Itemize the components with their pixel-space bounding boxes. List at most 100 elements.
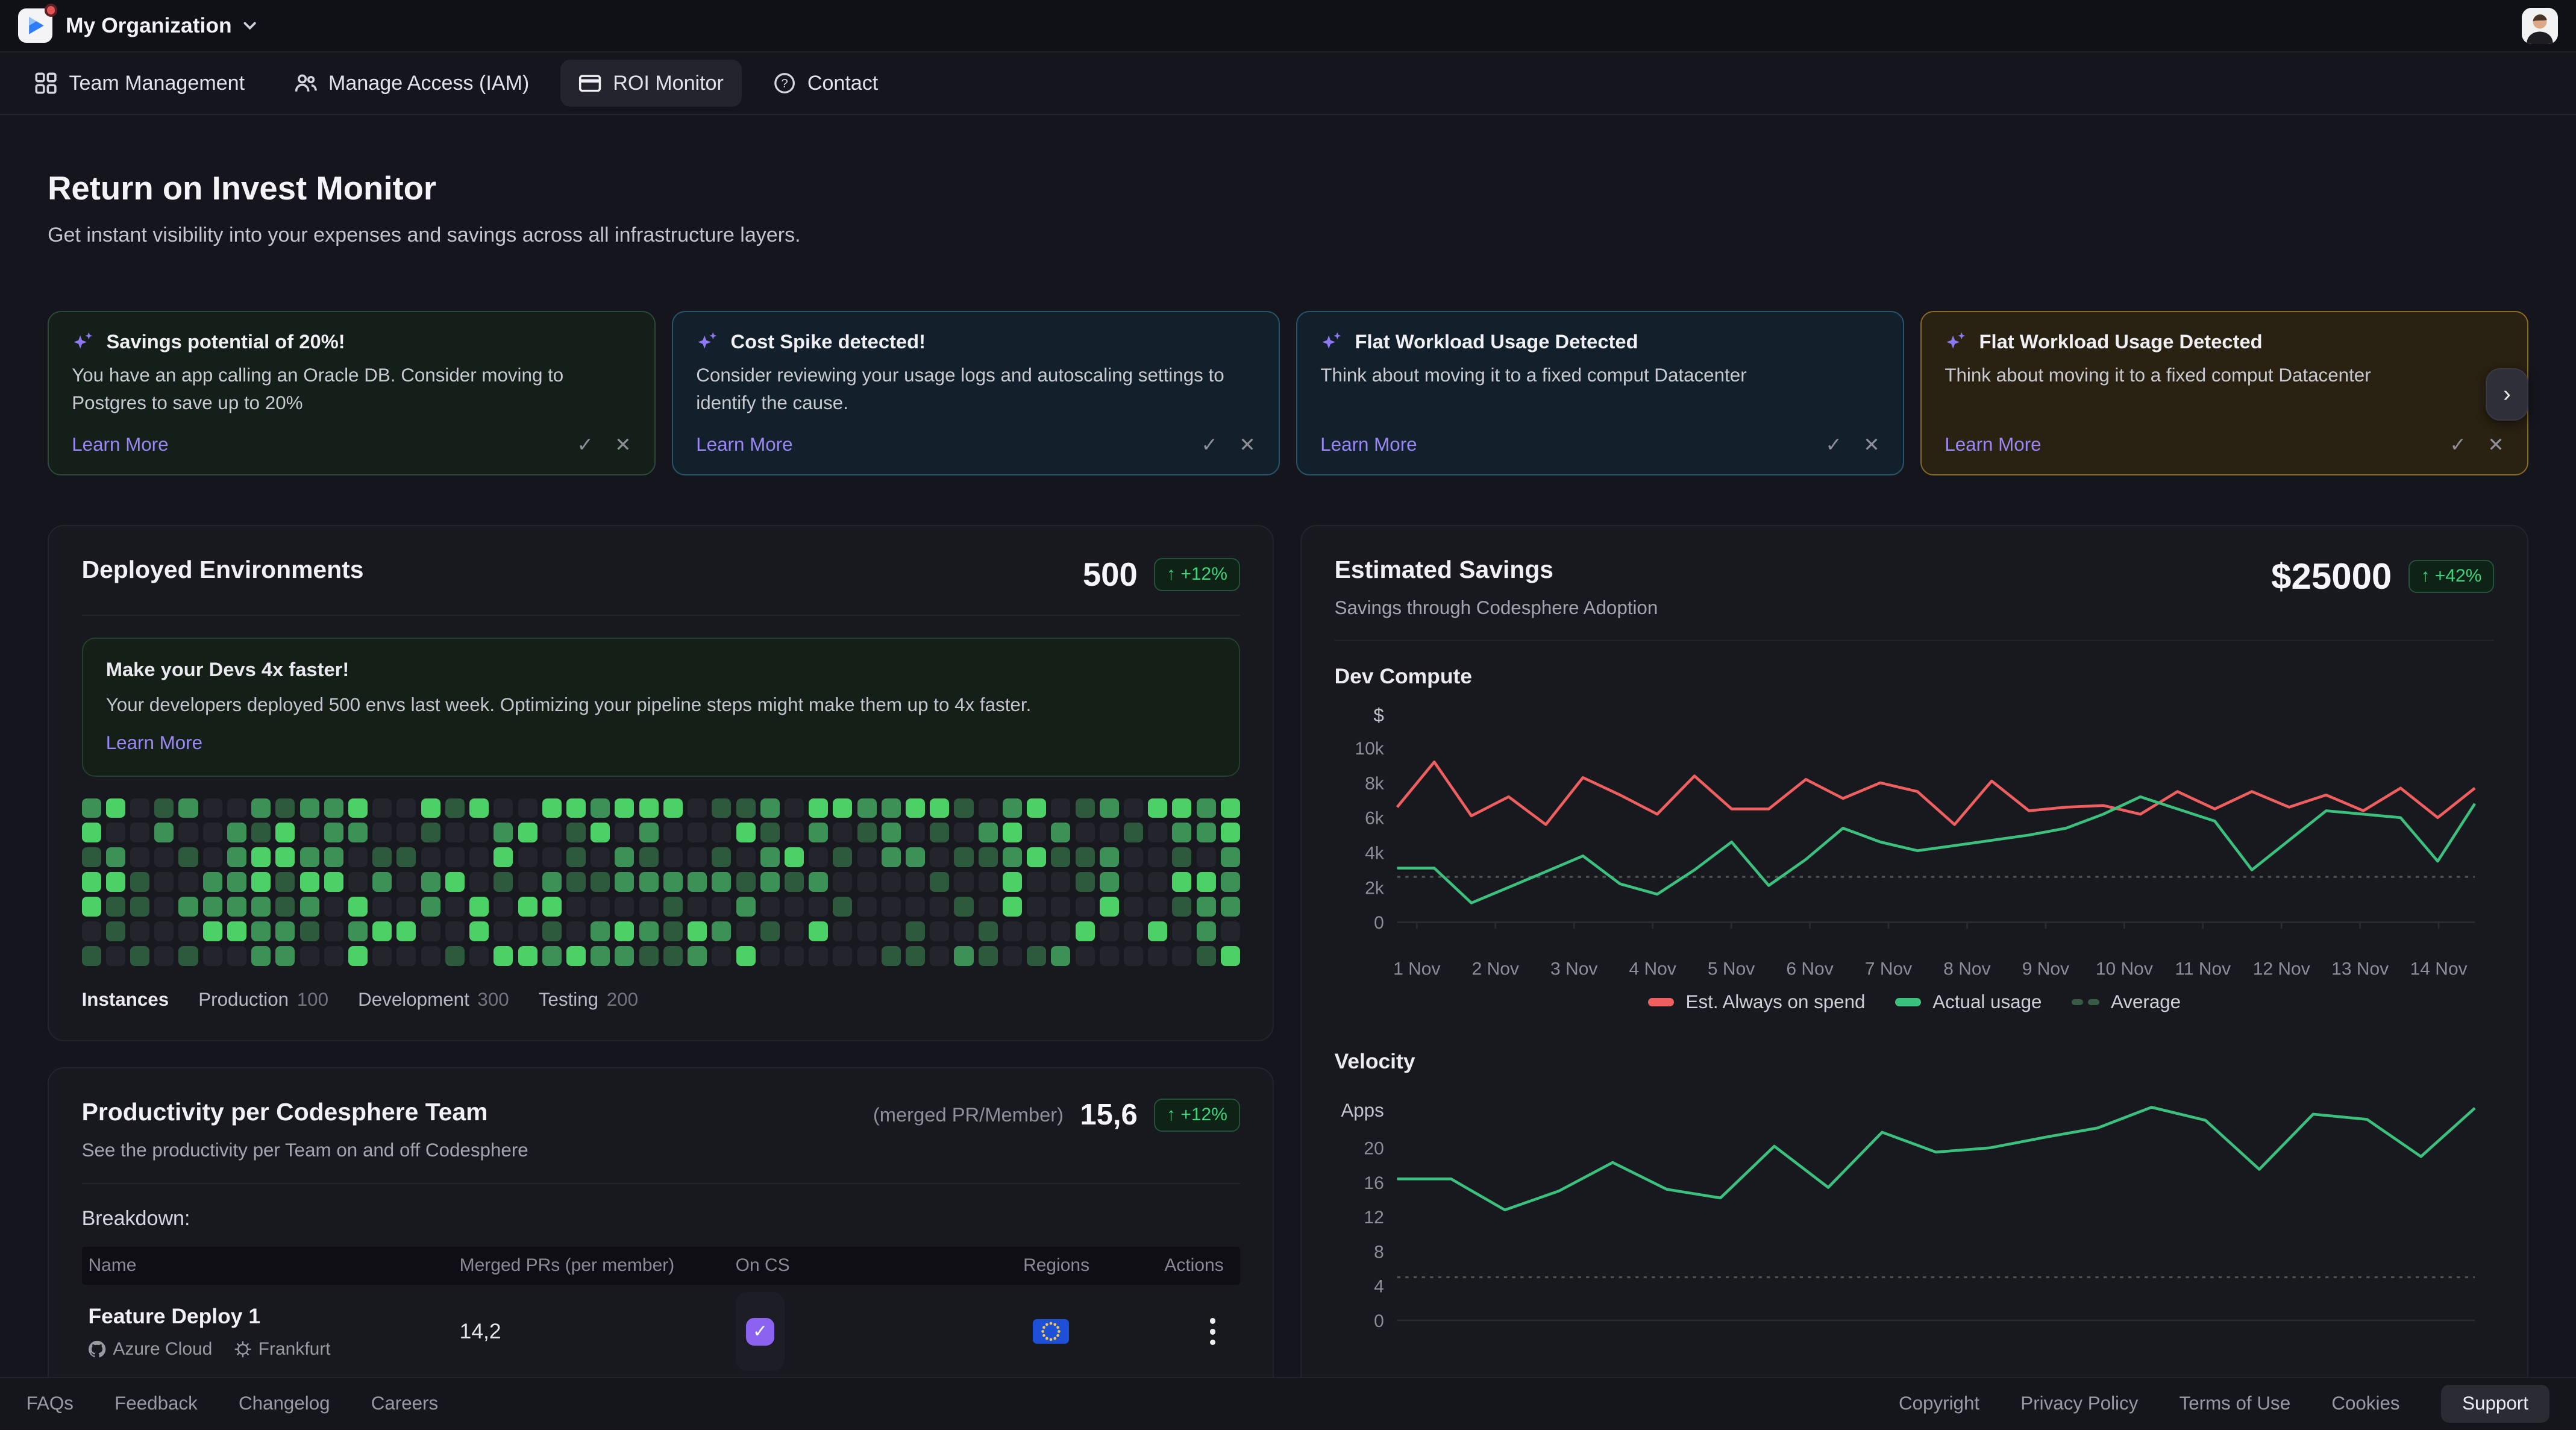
col-regions: Regions	[1023, 1255, 1132, 1276]
heatmap-cell	[324, 946, 343, 966]
heatmap-cell	[930, 897, 949, 917]
alert-title: Cost Spike detected!	[730, 330, 925, 353]
heatmap-cell	[857, 946, 877, 966]
heatmap-cell	[1003, 946, 1022, 966]
footer-link-feedback[interactable]: Feedback	[114, 1393, 198, 1414]
footer-link-terms[interactable]: Terms of Use	[2180, 1393, 2291, 1414]
dev-compute-legend: Est. Always on spend Actual usage Averag…	[1335, 991, 2495, 1013]
heatmap-cell	[178, 872, 198, 892]
alerts-next-button[interactable]: ›	[2486, 368, 2528, 421]
green-line-swatch	[1895, 998, 1922, 1006]
svg-text:4: 4	[1374, 1276, 1384, 1296]
row-actions-menu[interactable]	[1205, 1313, 1220, 1350]
heatmap-cell	[469, 823, 489, 842]
heatmap-cell	[203, 897, 222, 917]
heatmap-cell	[300, 872, 319, 892]
footer: FAQs Feedback Changelog Careers Copyrigh…	[0, 1377, 2576, 1429]
heatmap-cell	[1221, 946, 1240, 966]
heatmap-cell	[469, 921, 489, 941]
heatmap-cell	[1076, 946, 1095, 966]
footer-link-privacy[interactable]: Privacy Policy	[2020, 1393, 2138, 1414]
heatmap-cell	[1051, 872, 1070, 892]
heatmap-cell	[275, 921, 295, 941]
tab-roi-monitor[interactable]: ROI Monitor	[560, 60, 742, 106]
dismiss-icon[interactable]: ✕	[615, 433, 631, 456]
tab-team-management[interactable]: Team Management	[16, 60, 263, 106]
dismiss-icon[interactable]: ✕	[1239, 433, 1255, 456]
heatmap-cell	[154, 921, 174, 941]
heatmap-cell	[785, 921, 804, 941]
heatmap-cell	[251, 823, 271, 842]
learn-more-link[interactable]: Learn More	[1320, 434, 1417, 456]
svg-text:4k: 4k	[1365, 844, 1385, 864]
heatmap-cell	[203, 823, 222, 842]
table-row[interactable]: Feature Deploy 1 Azure Cloud	[82, 1285, 1240, 1380]
heatmap-cell	[1124, 897, 1143, 917]
dismiss-icon[interactable]: ✕	[2487, 433, 2504, 456]
heatmap-cell	[566, 897, 586, 917]
legend-item-testing: Testing200	[539, 989, 638, 1011]
heatmap-cell	[1148, 823, 1167, 842]
heatmap-cell	[1197, 823, 1216, 842]
heatmap-cell	[154, 946, 174, 966]
legend-item-production: Production100	[198, 989, 328, 1011]
heatmap-cell	[542, 946, 562, 966]
accept-icon[interactable]: ✓	[1201, 433, 1217, 456]
line-series	[1397, 797, 2475, 903]
helm-icon	[234, 1340, 252, 1358]
panel-title: Estimated Savings	[1335, 556, 1658, 584]
heatmap-cell	[760, 823, 780, 842]
help-icon: ?	[773, 72, 796, 95]
accept-icon[interactable]: ✓	[1826, 433, 1842, 456]
heatmap-cell	[348, 921, 368, 941]
merged-prs-value: 14,2	[460, 1319, 736, 1344]
footer-link-changelog[interactable]: Changelog	[239, 1393, 330, 1414]
dismiss-icon[interactable]: ✕	[1863, 433, 1879, 456]
org-name[interactable]: My Organization	[66, 13, 232, 38]
heatmap-cell	[154, 798, 174, 818]
learn-more-link[interactable]: Learn More	[106, 732, 202, 754]
heatmap-cell	[178, 798, 198, 818]
tab-manage-access[interactable]: Manage Access (IAM)	[276, 60, 547, 106]
heatmap-cell	[809, 897, 828, 917]
heatmap-cell	[275, 847, 295, 867]
heatmap-cell	[445, 946, 465, 966]
col-merged-prs: Merged PRs (per member)	[460, 1255, 736, 1276]
learn-more-link[interactable]: Learn More	[1945, 434, 2041, 456]
tab-contact[interactable]: ? Contact	[755, 60, 897, 106]
on-cs-checkbox[interactable]: ✓	[746, 1318, 774, 1346]
heatmap-cell	[809, 921, 828, 941]
footer-link-faqs[interactable]: FAQs	[27, 1393, 74, 1414]
heatmap-cell	[469, 872, 489, 892]
footer-link-cookies[interactable]: Cookies	[2331, 1393, 2399, 1414]
svg-text:2k: 2k	[1365, 878, 1385, 898]
support-button[interactable]: Support	[2441, 1385, 2550, 1423]
dev-compute-title: Dev Compute	[1335, 664, 2495, 689]
svg-text:20: 20	[1364, 1138, 1384, 1158]
heatmap-cell	[954, 946, 973, 966]
deployed-count: 500	[1083, 556, 1138, 594]
chevron-down-icon[interactable]	[242, 17, 258, 34]
alert-card-flat-workload-2: Flat Workload Usage Detected Think about…	[1920, 311, 2528, 475]
heatmap-cell	[930, 921, 949, 941]
velocity-title: Velocity	[1335, 1049, 2495, 1074]
learn-more-link[interactable]: Learn More	[696, 434, 792, 456]
table-header: Name Merged PRs (per member) On CS Regio…	[82, 1247, 1240, 1285]
footer-links-left: FAQs Feedback Changelog Careers	[27, 1393, 439, 1414]
heatmap-cell	[712, 921, 731, 941]
org-logo[interactable]	[18, 8, 52, 43]
accept-icon[interactable]: ✓	[577, 433, 593, 456]
heatmap-cell	[1221, 823, 1240, 842]
user-avatar[interactable]	[2522, 8, 2558, 44]
learn-more-link[interactable]: Learn More	[72, 434, 168, 456]
heatmap-cell	[324, 872, 343, 892]
heatmap-cell	[760, 872, 780, 892]
footer-link-copyright[interactable]: Copyright	[1899, 1393, 1979, 1414]
accept-icon[interactable]: ✓	[2450, 433, 2466, 456]
heatmap-cell	[372, 897, 392, 917]
footer-link-careers[interactable]: Careers	[371, 1393, 438, 1414]
heatmap-cell	[1124, 798, 1143, 818]
heatmap-cell	[566, 946, 586, 966]
heatmap-cell	[906, 946, 925, 966]
heatmap-cell	[348, 798, 368, 818]
